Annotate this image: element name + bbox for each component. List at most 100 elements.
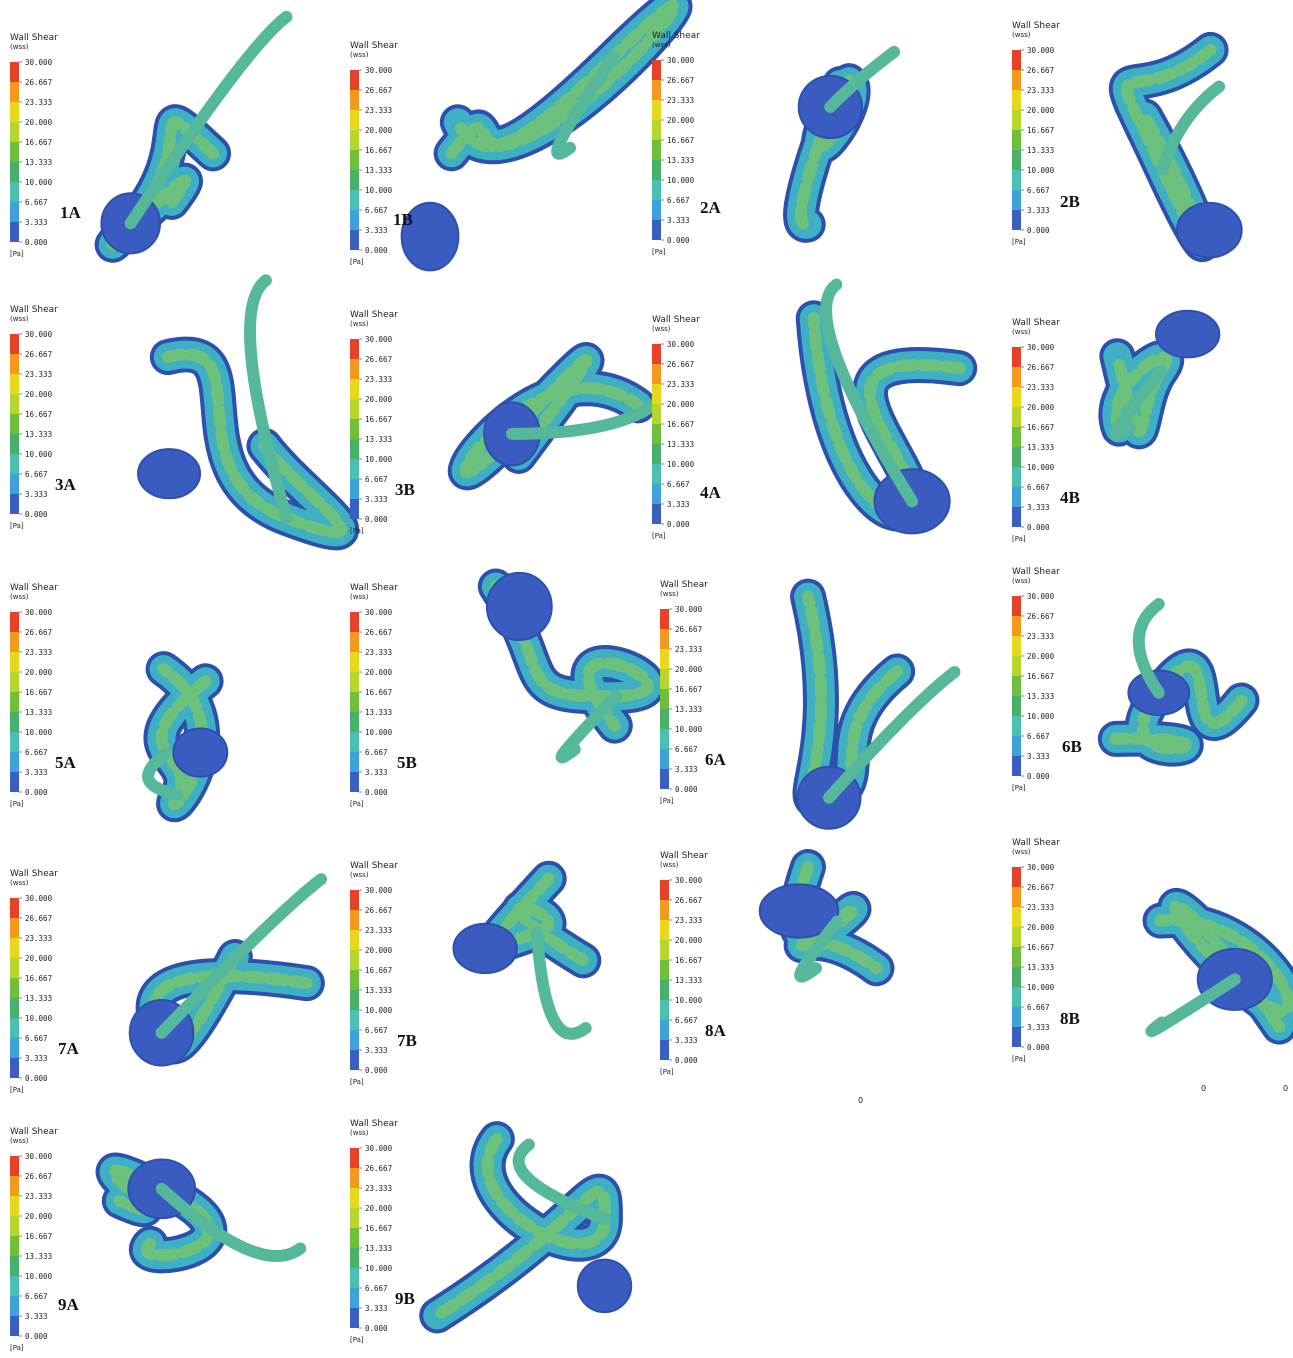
legend-swatch — [10, 1058, 19, 1078]
panel-label: 6B — [1062, 737, 1082, 756]
legend-unit: [Pa] — [10, 250, 24, 258]
legend-swatch — [350, 439, 359, 459]
legend-title: Wall Shear — [652, 31, 700, 41]
legend-tick-label: 0.000 — [1027, 226, 1050, 235]
legend-swatch — [1012, 507, 1021, 527]
legend-swatch — [652, 464, 661, 484]
legend-swatch — [350, 772, 359, 792]
panel: Wall Shear(wss)30.00026.66723.33320.0001… — [10, 583, 227, 808]
legend-tick-label: 23.333 — [675, 916, 702, 925]
legend-tick-label: 6.667 — [365, 1284, 388, 1293]
legend-unit: [Pa] — [350, 1078, 364, 1086]
legend-quantity: (wss) — [1012, 31, 1031, 39]
legend-swatch — [10, 1256, 19, 1276]
legend-swatch — [350, 732, 359, 752]
legend-swatch — [660, 609, 669, 629]
legend-tick-label: 6.667 — [25, 470, 48, 479]
legend-swatch — [10, 62, 19, 82]
legend-swatch — [1012, 170, 1021, 190]
panel: Wall Shear(wss)30.00026.66723.33320.0001… — [350, 573, 648, 808]
legend-swatch — [350, 910, 359, 930]
legend-title: Wall Shear — [660, 580, 708, 590]
legend-tick-label: 0.000 — [1027, 523, 1050, 532]
legend-swatch — [1012, 210, 1021, 230]
legend-unit: [Pa] — [350, 800, 364, 808]
legend-swatch — [660, 980, 669, 1000]
legend-tick-label: 26.667 — [675, 896, 702, 905]
legend-tick-label: 26.667 — [365, 628, 392, 637]
legend-swatch — [660, 729, 669, 749]
panel-label: 3A — [55, 475, 77, 494]
legend-swatch — [1012, 616, 1021, 636]
legend-swatch — [660, 1000, 669, 1020]
legend-swatch — [1012, 596, 1021, 616]
annotation: 0 — [1283, 1084, 1288, 1093]
legend-tick-label: 6.667 — [25, 748, 48, 757]
legend-tick-label: 23.333 — [365, 1184, 392, 1193]
legend-tick-label: 16.667 — [365, 966, 392, 975]
legend-swatch — [10, 612, 19, 632]
legend-tick-label: 26.667 — [25, 1172, 52, 1181]
legend-tick-label: 30.000 — [365, 886, 393, 895]
panel-label: 4B — [1060, 488, 1080, 507]
legend-swatch — [350, 130, 359, 150]
panel: Wall Shear(wss)30.00026.66723.33320.0001… — [1012, 567, 1241, 792]
panel-label: 9A — [58, 1295, 80, 1314]
legend-tick-label: 16.667 — [25, 688, 52, 697]
legend-tick-label: 3.333 — [365, 768, 388, 777]
legend-title: Wall Shear — [10, 305, 58, 315]
legend-tick-label: 10.000 — [365, 1264, 393, 1273]
legend-tick-label: 16.667 — [25, 138, 52, 147]
panel-label: 4A — [700, 483, 722, 502]
legend-tick-label: 20.000 — [365, 126, 393, 135]
legend-unit: [Pa] — [652, 532, 666, 540]
legend-tick-label: 26.667 — [675, 625, 702, 634]
legend-tick-label: 6.667 — [25, 1034, 48, 1043]
legend-tick-label: 10.000 — [25, 728, 53, 737]
legend-tick-label: 13.333 — [25, 994, 52, 1003]
legend-tick-label: 23.333 — [365, 106, 392, 115]
legend-swatch — [10, 1018, 19, 1038]
legend-unit: [Pa] — [1012, 238, 1026, 246]
legend-swatch — [10, 752, 19, 772]
legend-swatch — [350, 339, 359, 359]
legend-tick-label: 20.000 — [25, 390, 53, 399]
legend-swatch — [660, 709, 669, 729]
legend-swatch — [1012, 907, 1021, 927]
aneurysm — [138, 449, 200, 498]
legend-tick-label: 23.333 — [25, 98, 52, 107]
legend-tick-label: 3.333 — [25, 768, 48, 777]
legend-unit: [Pa] — [350, 1336, 364, 1344]
legend-swatch — [350, 1268, 359, 1288]
legend-swatch — [350, 1010, 359, 1030]
legend-tick-label: 16.667 — [667, 136, 694, 145]
legend-swatch — [1012, 407, 1021, 427]
legend-tick-label: 10.000 — [675, 996, 703, 1005]
legend-title: Wall Shear — [10, 33, 58, 43]
legend-quantity: (wss) — [10, 1137, 29, 1145]
legend-swatch — [350, 1208, 359, 1228]
legend-swatch — [10, 898, 19, 918]
legend-unit: [Pa] — [350, 527, 364, 535]
legend-swatch — [652, 364, 661, 384]
legend-swatch — [652, 404, 661, 424]
panel: Wall Shear(wss)30.00026.66723.33320.0001… — [1012, 21, 1242, 257]
legend-swatch — [350, 752, 359, 772]
legend-unit: [Pa] — [10, 522, 24, 530]
annotation: 0 — [858, 1096, 863, 1105]
legend-swatch — [652, 504, 661, 524]
panel: Wall Shear(wss)30.00026.66723.33320.0001… — [350, 6, 675, 271]
legend-quantity: (wss) — [10, 315, 29, 323]
figure: Wall Shear(wss)30.00026.66723.33320.0001… — [0, 0, 1293, 1358]
legend-swatch — [1012, 150, 1021, 170]
legend-unit: [Pa] — [660, 797, 674, 805]
legend-tick-label: 20.000 — [25, 1212, 53, 1221]
legend-title: Wall Shear — [1012, 567, 1060, 577]
panel-label: 8A — [705, 1021, 727, 1040]
legend-swatch — [350, 150, 359, 170]
legend-title: Wall Shear — [10, 1127, 58, 1137]
legend-swatch — [1012, 347, 1021, 367]
legend-swatch — [350, 632, 359, 652]
legend-tick-label: 16.667 — [1027, 943, 1054, 952]
legend-tick-label: 23.333 — [675, 645, 702, 654]
